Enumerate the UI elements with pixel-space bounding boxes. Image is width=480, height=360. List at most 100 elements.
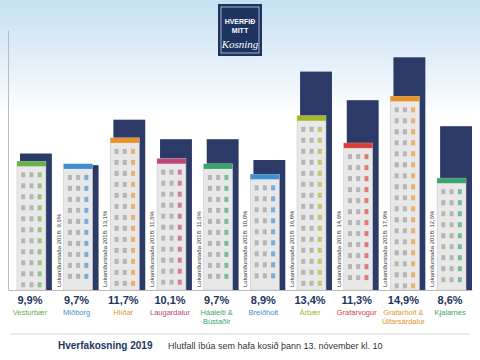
window [356, 220, 360, 225]
window [271, 207, 275, 212]
window [403, 118, 407, 123]
window [161, 192, 165, 197]
window [208, 274, 212, 279]
window [38, 227, 42, 232]
logo: HVERFIÐMITTKosning [218, 4, 262, 56]
annotation-2018: Lokaniðurstaða 2018: 11,6% [149, 210, 155, 287]
window [301, 127, 305, 132]
category-label-line: Miðborg [63, 308, 90, 317]
category-label: Háaleiti &Bústaðir [201, 308, 233, 326]
window [301, 182, 305, 187]
roof [344, 143, 373, 148]
window [224, 186, 228, 191]
window [364, 220, 368, 225]
window [38, 271, 42, 276]
window [216, 241, 220, 246]
window [348, 253, 352, 258]
window [21, 271, 25, 276]
window [411, 173, 415, 178]
window [403, 217, 407, 222]
window [123, 160, 127, 165]
window [29, 183, 33, 188]
window [310, 138, 314, 143]
window [178, 214, 182, 219]
window [208, 197, 212, 202]
window [395, 118, 399, 123]
window [131, 149, 135, 154]
window [364, 242, 368, 247]
value-label: 9,9% [17, 294, 42, 306]
window [84, 230, 88, 235]
category-label-line: Úlfarsárdalur [382, 317, 425, 326]
x-tick: Laugardalur [150, 290, 191, 317]
building [390, 96, 419, 290]
window [216, 208, 220, 213]
window [364, 209, 368, 214]
window [84, 252, 88, 257]
window [123, 226, 127, 231]
window [411, 239, 415, 244]
window [403, 283, 407, 288]
window [123, 270, 127, 275]
window [169, 170, 173, 175]
window [123, 149, 127, 154]
window [131, 160, 135, 165]
window [216, 274, 220, 279]
window [310, 237, 314, 242]
x-tick: Háaleiti &Bústaðir [201, 290, 233, 326]
value-label: 8,9% [251, 294, 276, 306]
value-label: 11,3% [341, 294, 372, 306]
window [131, 259, 135, 264]
window [123, 204, 127, 209]
window [178, 247, 182, 252]
window [21, 216, 25, 221]
logo-box [218, 4, 262, 56]
window [403, 151, 407, 156]
window [29, 271, 33, 276]
window [216, 186, 220, 191]
window [310, 215, 314, 220]
window [131, 270, 135, 275]
window [178, 258, 182, 263]
window [318, 171, 322, 176]
window [169, 192, 173, 197]
window [38, 282, 42, 287]
window [348, 198, 352, 203]
window [169, 181, 173, 186]
window [115, 171, 119, 176]
window [131, 215, 135, 220]
window [178, 269, 182, 274]
chart: HVERFIÐMITTKosningVesturbærMiðborgHlíðar… [0, 0, 480, 360]
window [301, 204, 305, 209]
category-label: Miðborg [63, 308, 90, 317]
window [123, 237, 127, 242]
window [411, 283, 415, 288]
window [68, 252, 72, 257]
window [310, 204, 314, 209]
window [115, 270, 119, 275]
window [271, 218, 275, 223]
category-label-line: Grafarholt & [383, 308, 423, 317]
window [458, 222, 462, 227]
window [263, 218, 267, 223]
window [348, 209, 352, 214]
category-label-line: Breiðholt [249, 308, 280, 317]
window [76, 252, 80, 257]
window [364, 231, 368, 236]
window [178, 203, 182, 208]
window [310, 248, 314, 253]
window [84, 208, 88, 213]
window [403, 272, 407, 277]
window [310, 281, 314, 286]
window [29, 216, 33, 221]
window [169, 258, 173, 263]
building [204, 164, 233, 290]
window [403, 261, 407, 266]
window [441, 200, 445, 205]
window [310, 259, 314, 264]
window [348, 187, 352, 192]
window [310, 149, 314, 154]
window [224, 263, 228, 268]
window [318, 226, 322, 231]
value-label: 9,7% [204, 294, 229, 306]
